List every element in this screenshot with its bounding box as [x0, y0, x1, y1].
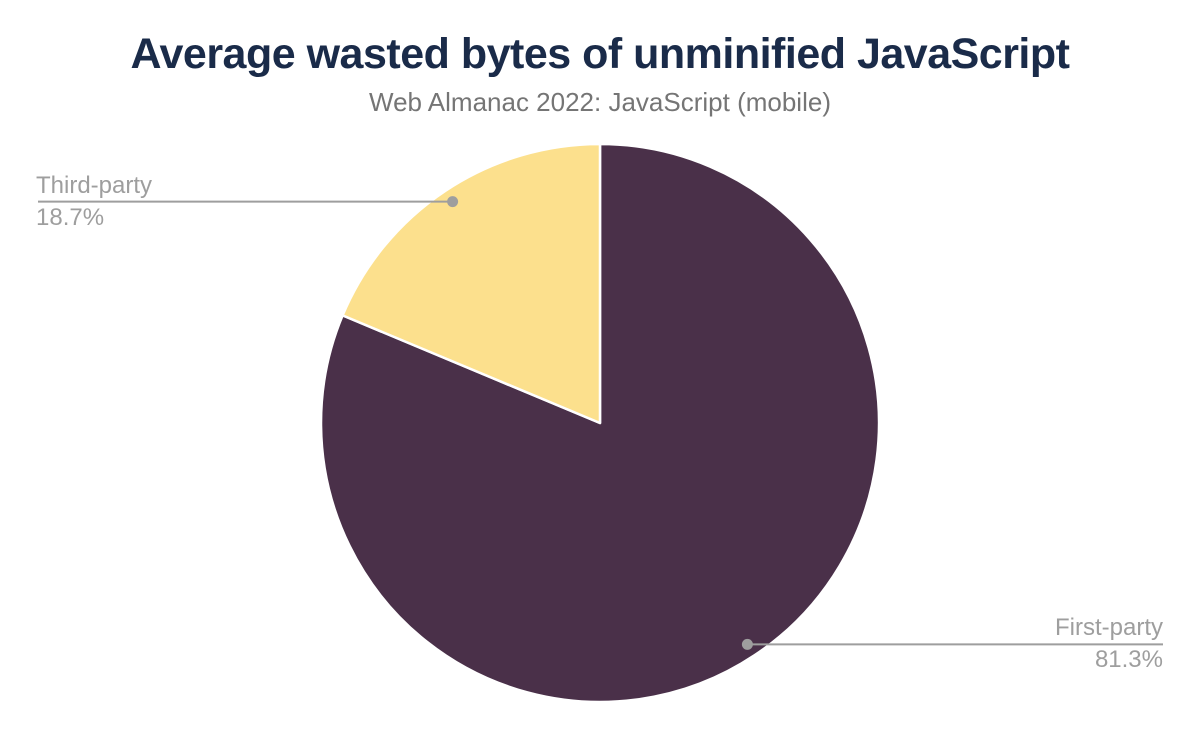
chart-subtitle: Web Almanac 2022: JavaScript (mobile) — [369, 87, 831, 117]
leader-dot-third-party — [447, 196, 459, 208]
pie-slice-third-party — [341, 142, 602, 425]
slice-value-third-party: 18.7% — [36, 204, 105, 231]
pie-slice-first-party — [319, 142, 881, 704]
slice-label-third-party: Third-party — [36, 172, 153, 199]
slice-label-first-party: First-party — [1055, 614, 1163, 641]
chart-title: Average wasted bytes of unminified JavaS… — [130, 30, 1070, 78]
callout-first-party: First-party 81.3% — [1055, 615, 1163, 673]
slice-value-first-party: 81.3% — [1094, 646, 1163, 673]
leader-dot-first-party — [741, 638, 753, 650]
callout-third-party: Third-party 18.7% — [36, 173, 152, 231]
